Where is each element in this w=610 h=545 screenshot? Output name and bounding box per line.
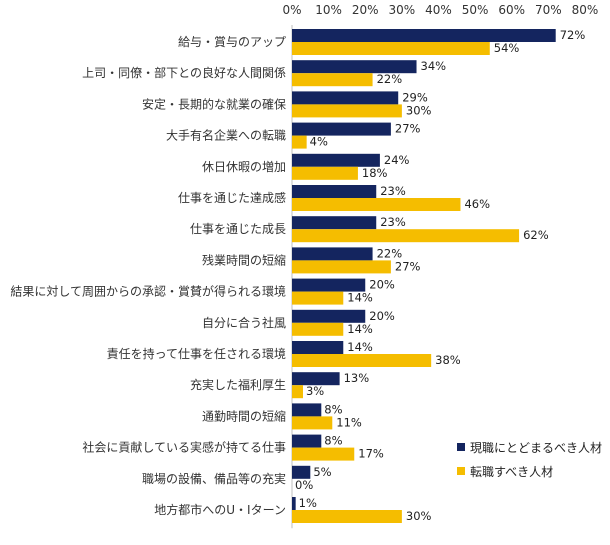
- category-labels: 給与・賞与のアップ上司・同僚・部下との良好な人間関係安定・長期的な就業の確保大手…: [10, 35, 286, 517]
- bar-stay: [292, 122, 391, 136]
- category-label: 仕事を通じた達成感: [178, 190, 286, 205]
- data-label-change: 54%: [494, 41, 520, 55]
- bar-change: [292, 291, 344, 305]
- x-tick-label: 30%: [389, 3, 416, 17]
- x-tick-label: 20%: [352, 3, 379, 17]
- category-label: 自分に合う社風: [202, 315, 286, 330]
- bar-stay: [292, 278, 366, 292]
- bar-stay: [292, 29, 556, 42]
- data-label-change: 38%: [435, 353, 461, 367]
- data-labels: 72%54%34%22%29%30%27%4%24%18%23%46%23%62…: [295, 28, 585, 523]
- data-label-change: 62%: [523, 228, 549, 242]
- category-label: 休日休暇の増加: [202, 160, 286, 174]
- data-label-change: 14%: [347, 322, 373, 336]
- bar-stay: [292, 153, 380, 167]
- x-tick-label: 60%: [498, 3, 525, 17]
- data-label-stay: 14%: [347, 340, 373, 354]
- bar-change: [292, 104, 402, 118]
- data-label-change: 30%: [406, 103, 432, 117]
- x-tick-label: 80%: [572, 3, 599, 17]
- bar-change: [292, 166, 358, 180]
- bar-stay: [292, 309, 366, 323]
- category-label: 結果に対して周囲からの承認・賞賛が得られる環境: [10, 284, 286, 299]
- x-tick-label: 70%: [535, 3, 562, 17]
- bar-stay: [292, 497, 296, 510]
- data-label-change: 4%: [310, 135, 328, 149]
- data-label-change: 18%: [362, 166, 388, 180]
- data-label-change: 11%: [336, 415, 362, 429]
- data-label-change: 14%: [347, 291, 373, 305]
- bar-stay: [292, 247, 373, 261]
- category-label: 職場の設備、備品等の充実: [142, 471, 286, 486]
- data-label-stay: 34%: [421, 59, 447, 73]
- category-label: 通勤時間の短縮: [202, 408, 286, 423]
- category-label: 責任を持って仕事を任される環境: [107, 346, 286, 361]
- data-label-stay: 8%: [324, 434, 342, 448]
- category-label: 地方都市へのU・Iターン: [154, 502, 286, 517]
- bar-change: [292, 354, 432, 367]
- bar-stay: [292, 403, 322, 417]
- data-label-change: 22%: [377, 72, 403, 86]
- bar-change: [292, 73, 373, 87]
- bar-change: [292, 135, 307, 149]
- data-label-change: 27%: [395, 259, 421, 273]
- data-label-change: 3%: [306, 384, 324, 398]
- bar-stay: [292, 60, 417, 74]
- bar-change: [292, 447, 355, 461]
- x-tick-label: 10%: [315, 3, 342, 17]
- legend-swatch-stay: [457, 443, 465, 451]
- bar-change: [292, 322, 344, 336]
- bar-stay: [292, 341, 344, 354]
- x-axis-ticks: 0% 10% 20% 30% 40% 50% 60% 70% 80%: [282, 3, 598, 17]
- data-label-stay: 20%: [369, 309, 395, 323]
- bar-change: [292, 198, 461, 211]
- bar-change: [292, 416, 333, 430]
- bar-change: [292, 385, 303, 399]
- bar-stay: [292, 91, 399, 105]
- data-label-stay: 8%: [324, 402, 342, 416]
- data-label-stay: 23%: [380, 215, 406, 229]
- data-label-stay: 20%: [369, 278, 395, 292]
- category-label: 安定・長期的な就業の確保: [142, 96, 286, 111]
- bar-stay: [292, 434, 322, 448]
- data-label-change: 17%: [358, 447, 384, 461]
- bar-stay: [292, 465, 311, 479]
- legend-swatch-change: [457, 467, 465, 475]
- data-label-stay: 24%: [384, 153, 410, 167]
- data-label-stay: 5%: [313, 465, 331, 479]
- data-label-stay: 27%: [395, 122, 421, 136]
- category-label: 大手有名企業への転職: [166, 128, 286, 143]
- legend-label-change: 転職すべき人材: [470, 465, 553, 479]
- data-label-stay: 23%: [380, 184, 406, 198]
- category-label: 充実した福利厚生: [190, 377, 286, 392]
- data-label-stay: 22%: [377, 246, 403, 260]
- category-label: 給与・賞与のアップ: [178, 35, 286, 49]
- category-label: 上司・同僚・部下との良好な人間関係: [82, 65, 286, 80]
- data-label-change: 46%: [464, 197, 490, 211]
- bar-stay: [292, 372, 340, 386]
- bar-change: [292, 229, 520, 243]
- bar-stay: [292, 216, 377, 230]
- x-tick-label: 50%: [462, 3, 489, 17]
- bar-stay: [292, 185, 377, 198]
- category-label: 残業時間の短縮: [202, 252, 286, 267]
- data-label-stay: 13%: [344, 371, 370, 385]
- bar-change: [292, 510, 402, 523]
- data-label-stay: 72%: [560, 28, 586, 42]
- category-label: 仕事を通じた成長: [190, 222, 286, 236]
- data-label-stay: 29%: [402, 90, 428, 104]
- x-tick-label: 40%: [425, 3, 452, 17]
- x-tick-label: 0%: [282, 3, 301, 17]
- data-label-stay: 1%: [299, 496, 317, 510]
- data-label-change: 30%: [406, 509, 432, 523]
- bar-change: [292, 260, 391, 274]
- bars: [292, 29, 556, 523]
- data-label-change: 0%: [295, 478, 313, 492]
- bar-change: [292, 42, 490, 55]
- category-label: 社会に貢献している実感が持てる仕事: [82, 440, 286, 455]
- legend-label-stay: 現職にとどまるべき人材: [470, 441, 602, 455]
